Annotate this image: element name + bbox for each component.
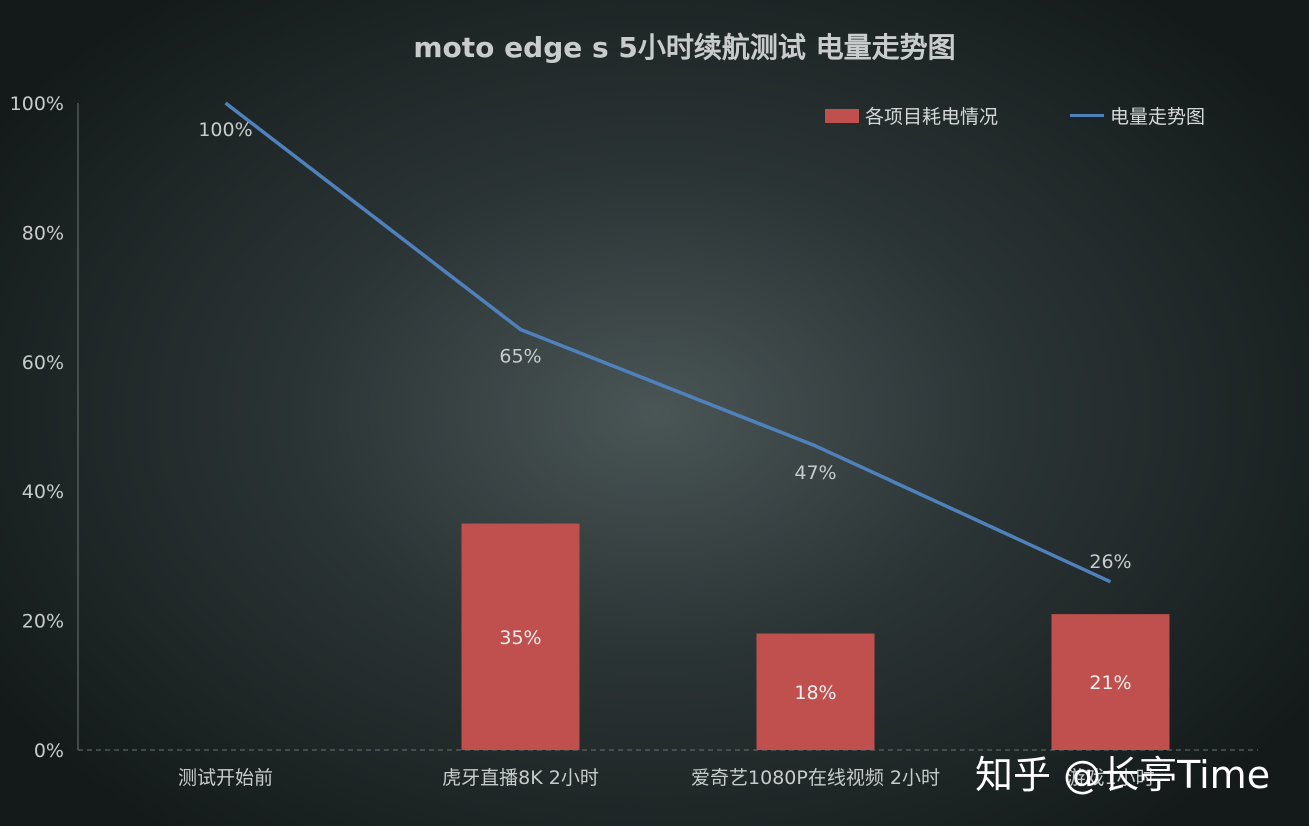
bar <box>756 633 875 750</box>
legend-item-line: 电量走势图 <box>1070 102 1205 129</box>
y-tick-label: 40% <box>22 481 64 503</box>
line-data-label: 100% <box>198 119 252 141</box>
x-tick-label: 虎牙直播8K 2小时 <box>442 767 599 789</box>
bar <box>1051 614 1170 750</box>
bar <box>461 523 580 750</box>
y-tick-label: 100% <box>10 93 64 115</box>
y-tick-label: 0% <box>34 740 64 762</box>
y-tick-label: 80% <box>22 222 64 244</box>
legend-bar-label: 各项目耗电情况 <box>865 106 999 128</box>
line-data-label: 47% <box>794 462 836 484</box>
x-tick-label: 测试开始前 <box>178 767 273 789</box>
line-data-label: 65% <box>499 345 541 367</box>
y-tick-label: 60% <box>22 352 64 374</box>
watermark: 知乎 @长亭Time <box>975 753 1271 797</box>
x-tick-label: 爱奇艺1080P在线视频 2小时 <box>691 767 940 789</box>
line-series <box>224 101 1112 584</box>
bar-data-label: 21% <box>1089 672 1131 694</box>
line-data-label: 26% <box>1089 551 1131 573</box>
chart-title: moto edge s 5小时续航测试 电量走势图 <box>413 31 956 64</box>
y-tick-label: 20% <box>22 611 64 633</box>
legend-item-bar: 各项目耗电情况 <box>825 102 998 129</box>
bar-data-label: 35% <box>499 627 541 649</box>
legend-bar-swatch <box>825 108 859 123</box>
legend-line-swatch <box>1070 114 1104 117</box>
x-tick-label: 游戏1小时 <box>1066 767 1154 789</box>
bar-data-label: 18% <box>794 682 836 704</box>
legend-line-label: 电量走势图 <box>1110 106 1206 128</box>
